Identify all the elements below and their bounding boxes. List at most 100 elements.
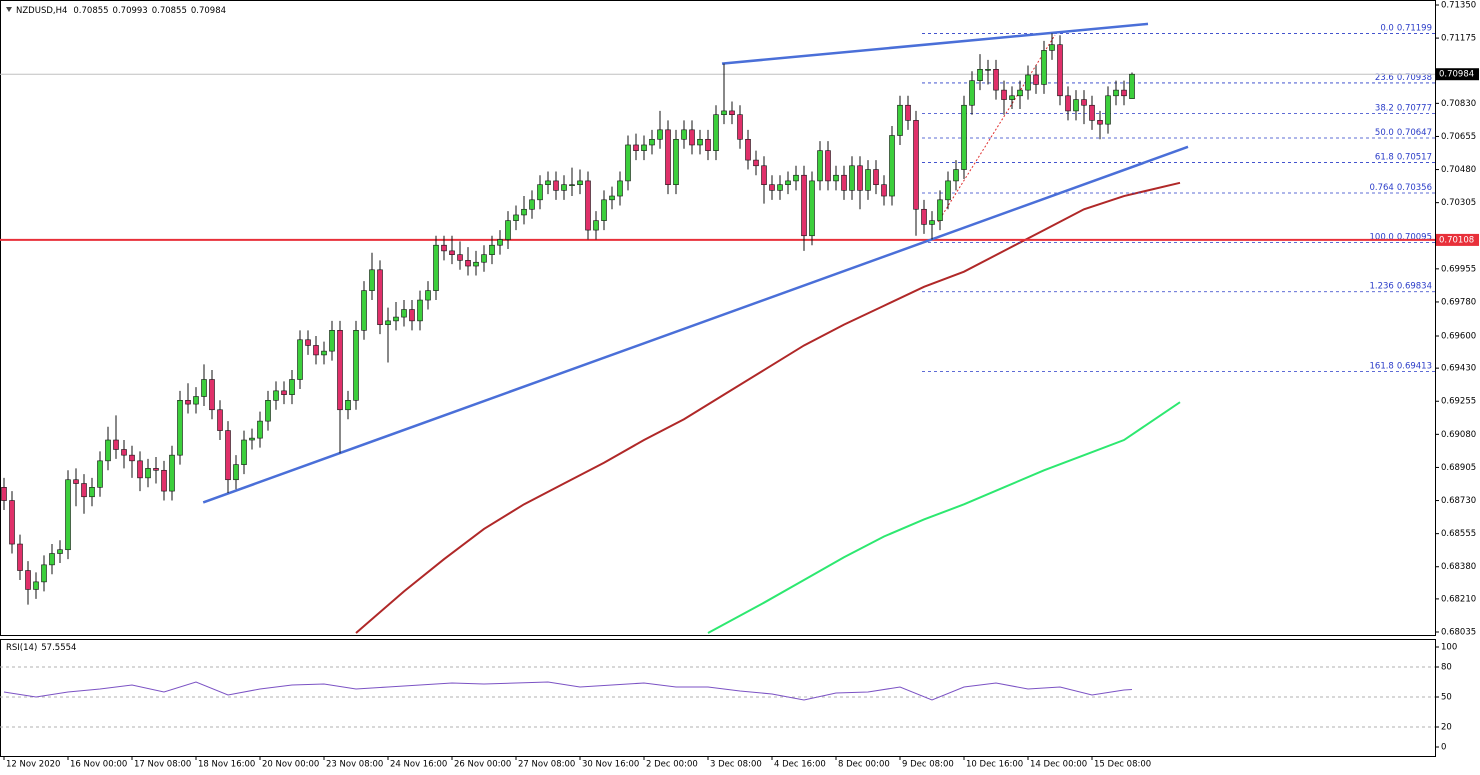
candle-body — [617, 180, 623, 197]
rsi-tick-label: 0 — [1441, 743, 1446, 753]
candle-body — [633, 144, 639, 151]
y-tick-label: 0.70655 — [1441, 132, 1476, 142]
rsi-tick-label: 50 — [1441, 693, 1452, 703]
candle-body — [609, 195, 615, 201]
header-high: 0.70993 — [113, 6, 148, 16]
fib-label: 38.2 0.70777 — [1375, 103, 1432, 113]
candle-body — [401, 309, 407, 318]
candle-body — [41, 564, 47, 583]
candle-body — [361, 290, 367, 331]
support-label: 0.70108 — [1439, 235, 1474, 245]
candle-body — [313, 345, 319, 356]
fib-level-name: 0.764 — [1370, 183, 1394, 193]
candle-body — [857, 165, 863, 191]
y-tick-label: 0.71350 — [1441, 1, 1476, 11]
y-tick-label: 0.71175 — [1441, 34, 1476, 44]
candle-body — [929, 220, 935, 225]
candle-body — [225, 430, 231, 481]
candle-body — [49, 553, 55, 566]
x-tick-label: 2 Dec 00:00 — [646, 760, 698, 770]
y-tick-label: 0.68555 — [1441, 529, 1476, 539]
candle-body — [673, 138, 679, 185]
x-tick-label: 8 Dec 00:00 — [838, 760, 890, 770]
x-tick-label: 15 Dec 08:00 — [1094, 760, 1151, 770]
y-tick-label: 0.69955 — [1441, 264, 1476, 274]
candle-body — [321, 350, 327, 356]
candle-body — [833, 174, 839, 182]
candle-body — [241, 439, 247, 465]
fib-label: 61.8 0.70517 — [1375, 152, 1432, 162]
candle-body — [105, 439, 111, 462]
candle-body — [169, 454, 175, 492]
fib-level-name: 50.0 — [1375, 127, 1394, 137]
y-tick-label: 0.68730 — [1441, 496, 1476, 506]
candle-body — [65, 479, 71, 551]
candle-body — [297, 339, 303, 380]
candle-body — [121, 449, 127, 456]
fib-level-name: 0.0 — [1380, 23, 1394, 33]
x-tick-label: 10 Dec 16:00 — [966, 760, 1023, 770]
candle-body — [1001, 89, 1007, 100]
candle-body — [345, 400, 351, 411]
y-tick-label: 0.70830 — [1441, 99, 1476, 109]
candle-body — [137, 460, 143, 479]
candle-body — [521, 208, 527, 216]
candle-body — [57, 549, 63, 554]
x-tick-label: 27 Nov 08:00 — [518, 760, 575, 770]
moving-average — [355, 181, 1181, 634]
x-tick-label: 26 Nov 00:00 — [454, 760, 511, 770]
candle-body — [657, 129, 663, 140]
candle-body — [505, 220, 511, 240]
fib-label: 0.0 0.71199 — [1380, 23, 1432, 33]
candle-body — [625, 144, 631, 182]
candle-body — [1025, 74, 1031, 91]
fib-label: 0.764 0.70356 — [1370, 183, 1433, 193]
fib-price: 0.71199 — [1397, 23, 1432, 33]
candle-body — [593, 220, 599, 231]
candle-body — [465, 260, 471, 267]
moving-average — [707, 401, 1181, 634]
candle-body — [329, 330, 335, 352]
candle-body — [681, 129, 687, 140]
candle-body — [113, 439, 119, 450]
fib-price: 0.70647 — [1397, 127, 1432, 137]
y-tick-label: 0.68905 — [1441, 463, 1476, 473]
candle-body — [953, 169, 959, 182]
candle-body — [353, 330, 359, 401]
candle-body — [273, 390, 279, 401]
candle-body — [265, 400, 271, 422]
candle-body — [233, 464, 239, 481]
fib-price: 0.70517 — [1397, 152, 1432, 162]
candle-body — [409, 309, 415, 322]
fib-price: 0.69834 — [1397, 281, 1432, 291]
candle-body — [785, 180, 791, 185]
candle-body — [425, 290, 431, 301]
fib-price: 0.69413 — [1397, 361, 1432, 371]
candle-body — [945, 180, 951, 201]
candle-body — [281, 390, 287, 395]
candle-body — [705, 138, 711, 151]
x-tick-label: 20 Nov 00:00 — [262, 760, 319, 770]
candle-body — [793, 174, 799, 182]
candle-body — [697, 138, 703, 146]
header-close: 0.70984 — [191, 6, 226, 16]
candle-body — [713, 114, 719, 151]
candle-body — [753, 159, 759, 167]
candle-body — [193, 396, 199, 405]
candle-body — [417, 299, 423, 322]
candle-body — [985, 69, 991, 71]
fib-level-name: 23.6 — [1375, 72, 1394, 82]
candle-body — [665, 129, 671, 185]
fib-level-name: 61.8 — [1375, 152, 1394, 162]
rsi-tick-label: 20 — [1441, 723, 1452, 733]
candle-body — [641, 144, 647, 151]
candle-body — [289, 379, 295, 395]
candle-body — [1081, 99, 1087, 106]
candle-body — [385, 320, 391, 325]
candle-body — [153, 468, 159, 471]
candle-body — [17, 543, 23, 571]
candle-body — [961, 104, 967, 170]
x-tick-label: 16 Nov 00:00 — [70, 760, 127, 770]
x-tick-label: 24 Nov 16:00 — [390, 760, 447, 770]
candle-body — [1033, 74, 1039, 85]
